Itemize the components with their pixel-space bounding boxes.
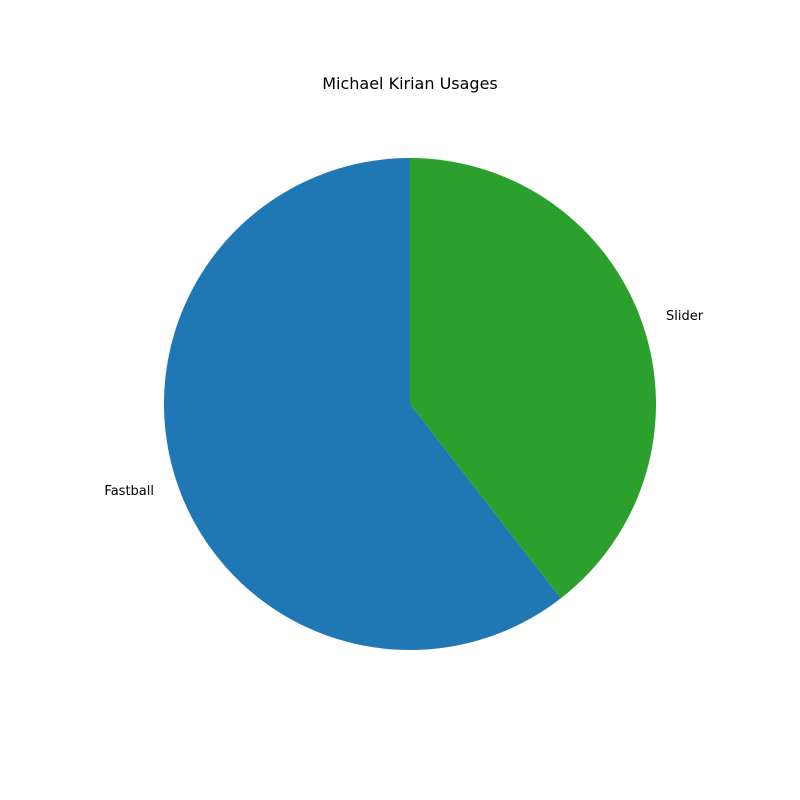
pie-slice-slider (410, 157, 656, 599)
pie-label-slider: Slider (666, 309, 704, 324)
pie-labels: Fastball Slider (104, 309, 703, 499)
pie-label-fastball: Fastball (104, 484, 154, 499)
pie-slice-fastball (163, 158, 561, 650)
chart-title: Michael Kirian Usages (322, 74, 498, 93)
pie-slices (163, 157, 656, 650)
